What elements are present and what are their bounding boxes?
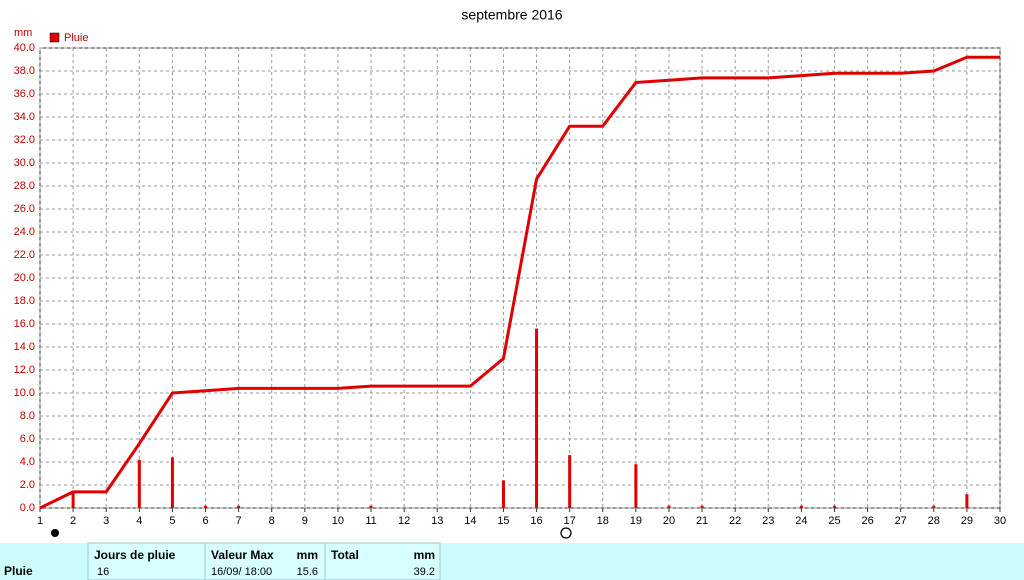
x-tick-label: 9 [302, 515, 308, 527]
y-tick-label: 6.0 [20, 433, 35, 445]
x-tick-label: 26 [861, 515, 873, 527]
y-tick-label: 14.0 [14, 341, 35, 353]
y-tick-label: 24.0 [14, 226, 35, 238]
cell: 15.6 [297, 566, 318, 578]
cumulative-line [39, 55, 1000, 510]
x-tick-label: 28 [928, 515, 940, 527]
x-tick-label: 5 [169, 515, 175, 527]
bar [535, 328, 539, 508]
y-tick-label: 18.0 [14, 295, 35, 307]
legend-swatch [49, 32, 60, 43]
x-tick-label: 21 [696, 515, 708, 527]
x-tick-label: 12 [398, 515, 410, 527]
bar [137, 459, 141, 508]
x-tick-label: 27 [895, 515, 907, 527]
bar [799, 505, 803, 508]
chart-title: septembre 2016 [461, 7, 562, 23]
y-tick-label: 20.0 [14, 272, 35, 284]
bar [170, 457, 174, 508]
y-tick-label: 32.0 [14, 134, 35, 146]
y-tick-label: 4.0 [20, 456, 35, 468]
x-tick-label: 29 [961, 515, 973, 527]
x-tick-label: 16 [530, 515, 542, 527]
x-tick-label: 25 [828, 515, 840, 527]
y-tick-label: 30.0 [14, 157, 35, 169]
bar [369, 505, 373, 508]
x-tick-label: 15 [497, 515, 509, 527]
y-tick-label: 36.0 [14, 88, 35, 100]
cell: 39.2 [414, 566, 435, 578]
bar [237, 505, 241, 508]
y-tick-label: 38.0 [14, 65, 35, 77]
bar [932, 505, 936, 508]
summary-table: Pluie Jours de pluie Valeur Max mm Total… [0, 542, 1024, 580]
x-tick-label: 18 [597, 515, 609, 527]
y-tick-label: 0.0 [20, 502, 35, 514]
header: Total [331, 548, 359, 562]
cell: 16/09/ 18:00 [211, 566, 272, 578]
y-tick-label: 10.0 [14, 387, 35, 399]
y-unit: mm [14, 27, 32, 39]
x-tick-label: 23 [762, 515, 774, 527]
x-tick-label: 11 [365, 515, 376, 527]
x-tick-label: 20 [663, 515, 675, 527]
x-tick-label: 8 [269, 515, 275, 527]
bar [568, 455, 572, 508]
x-tick-label: 10 [332, 515, 344, 527]
table-cells [87, 542, 441, 580]
y-tick-label: 34.0 [14, 111, 35, 123]
header: Jours de pluie [94, 548, 176, 562]
y-tick-label: 16.0 [14, 318, 35, 330]
y-tick-label: 28.0 [14, 180, 35, 192]
cell: 16 [97, 566, 109, 578]
bar [832, 505, 836, 508]
x-tick-label: 14 [464, 515, 476, 527]
moon-full [560, 527, 572, 539]
bar [71, 491, 75, 508]
y-tick-label: 2.0 [20, 479, 35, 491]
legend-label: Pluie [64, 32, 88, 44]
bar [965, 494, 969, 508]
x-tick-label: 24 [795, 515, 807, 527]
x-tick-label: 3 [103, 515, 109, 527]
header: Valeur Max [211, 548, 274, 562]
x-tick-label: 22 [729, 515, 741, 527]
bar [667, 505, 671, 508]
bar [501, 480, 505, 508]
y-tick-label: 22.0 [14, 249, 35, 261]
row-label: Pluie [4, 564, 33, 578]
x-tick-label: 7 [236, 515, 242, 527]
y-tick-label: 12.0 [14, 364, 35, 376]
x-tick-label: 19 [630, 515, 642, 527]
x-tick-label: 13 [431, 515, 443, 527]
x-tick-label: 6 [202, 515, 208, 527]
x-tick-label: 2 [70, 515, 76, 527]
bar [700, 505, 704, 508]
header: mm [414, 548, 435, 562]
bar [634, 464, 638, 508]
y-tick-label: 26.0 [14, 203, 35, 215]
bar [204, 505, 208, 508]
x-tick-label: 4 [136, 515, 142, 527]
moon-new [51, 529, 59, 537]
x-tick-label: 17 [564, 515, 576, 527]
x-tick-label: 1 [37, 515, 43, 527]
y-tick-label: 40.0 [14, 42, 35, 54]
header: mm [297, 548, 318, 562]
y-tick-label: 8.0 [20, 410, 35, 422]
x-tick-label: 30 [994, 515, 1006, 527]
